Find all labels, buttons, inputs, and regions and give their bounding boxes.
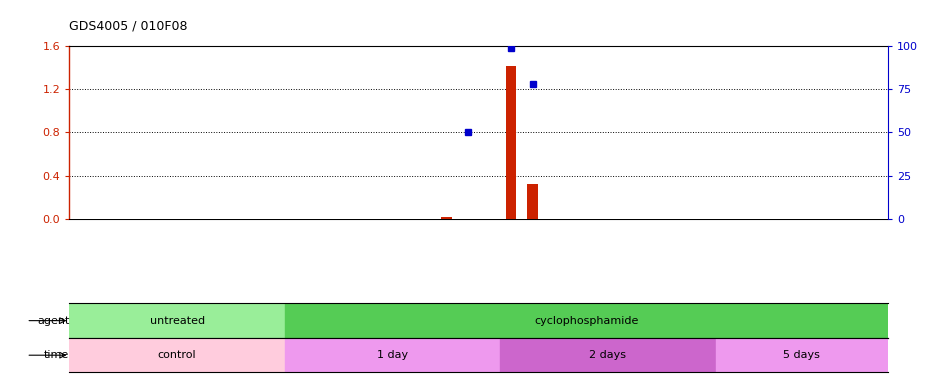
Text: time: time (44, 350, 69, 360)
Text: untreated: untreated (150, 316, 204, 326)
Bar (285, 338, 500, 372)
Text: GDS4005 / 010F08: GDS4005 / 010F08 (69, 19, 188, 32)
Bar (716, 338, 888, 372)
Text: cyclophosphamide: cyclophosphamide (535, 316, 638, 326)
Bar (506, 66, 516, 219)
Bar (441, 217, 451, 219)
Text: agent: agent (37, 316, 69, 326)
Bar (285, 303, 888, 338)
Text: 5 days: 5 days (783, 350, 820, 360)
Text: 1 day: 1 day (377, 350, 408, 360)
Bar (69, 338, 285, 372)
Bar (527, 184, 538, 219)
Bar (500, 338, 716, 372)
Text: 2 days: 2 days (589, 350, 626, 360)
Text: control: control (158, 350, 196, 360)
Bar (69, 303, 285, 338)
